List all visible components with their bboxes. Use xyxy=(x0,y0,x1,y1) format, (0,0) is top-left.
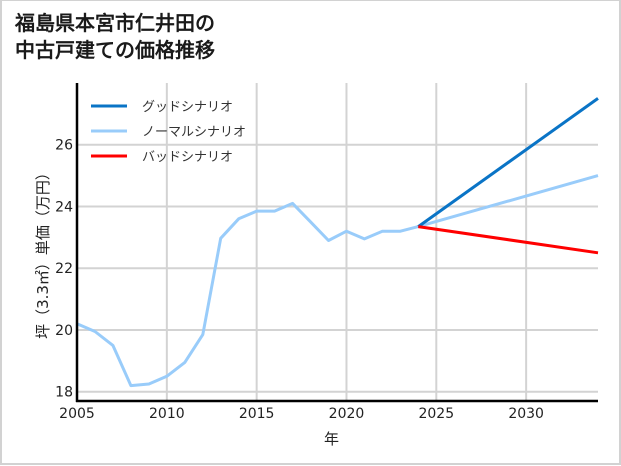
series-normal-line xyxy=(76,174,599,388)
y-tick-label: 22 xyxy=(55,261,73,277)
grid-lines xyxy=(76,83,598,401)
y-tick-label: 26 xyxy=(55,138,73,154)
y-axis-label: 坪（3.3㎡）単価（万円） xyxy=(34,165,52,339)
y-tick-label: 18 xyxy=(55,385,73,401)
axes xyxy=(75,83,598,403)
series-good-line xyxy=(417,97,599,228)
chart-title-line-2: 中古戸建ての価格推移 xyxy=(15,38,215,62)
y-tick-label: 20 xyxy=(55,323,73,339)
tick-labels: 2005 2010 2015 2020 2025 2030 18 20 22 24 26 xyxy=(55,138,544,422)
chart-title: 福島県本宮市仁井田の 中古戸建ての価格推移 xyxy=(15,10,215,64)
x-tick-label: 2005 xyxy=(59,406,95,422)
x-tick-label: 2025 xyxy=(418,406,454,422)
x-tick-label: 2020 xyxy=(329,406,365,422)
legend-label-bad: バッドシナリオ xyxy=(142,150,233,165)
x-tick-label: 2015 xyxy=(239,406,275,422)
y-tick-label: 24 xyxy=(55,199,73,215)
data-series xyxy=(76,97,599,388)
x-axis-label: 年 xyxy=(324,430,339,448)
series-bad-line xyxy=(418,225,599,255)
legend-label-good: グッドシナリオ xyxy=(142,100,233,115)
chart-title-line-1: 福島県本宮市仁井田の xyxy=(15,11,215,35)
legend-label-normal: ノーマルシナリオ xyxy=(142,125,246,140)
x-tick-label: 2030 xyxy=(508,406,544,422)
x-tick-label: 2010 xyxy=(149,406,185,422)
